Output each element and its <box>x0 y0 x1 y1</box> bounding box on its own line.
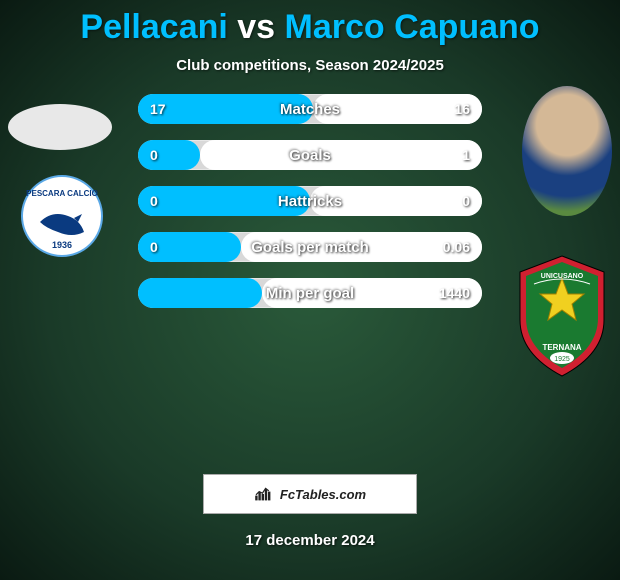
svg-text:1925: 1925 <box>554 356 570 363</box>
svg-text:TERNANA: TERNANA <box>542 343 581 352</box>
ternana-crest-icon: UNICUSANO TERNANA 1925 <box>512 254 612 380</box>
fctables-logo-icon <box>254 486 274 502</box>
player-silhouette-icon <box>8 104 112 150</box>
comparison-title: Pellacani vs Marco Capuano <box>0 0 620 47</box>
stat-label: Min per goal <box>138 278 482 308</box>
player1-name: Pellacani <box>80 8 227 46</box>
stat-label: Goals <box>138 140 482 170</box>
stat-row: 00Hattricks <box>138 186 482 216</box>
svg-text:PESCARA CALCIO: PESCARA CALCIO <box>26 189 98 198</box>
footer-date: 17 december 2024 <box>0 532 620 549</box>
brand-name: FcTables.com <box>280 487 366 502</box>
player2-name: Marco Capuano <box>285 8 540 46</box>
stat-label: Matches <box>138 94 482 124</box>
stat-row: 1440Min per goal <box>138 278 482 308</box>
player-photo-icon <box>522 86 612 216</box>
comparison-content: PESCARA CALCIO 1936 UNICUSANO TERNANA 19… <box>0 94 620 414</box>
pescara-crest-icon: PESCARA CALCIO 1936 <box>20 174 104 258</box>
player1-club-crest: PESCARA CALCIO 1936 <box>20 174 104 263</box>
stat-row: 01Goals <box>138 140 482 170</box>
versus-label: vs <box>237 8 275 46</box>
stat-row: 1716Matches <box>138 94 482 124</box>
stat-label: Hattricks <box>138 186 482 216</box>
player1-avatar <box>8 104 112 150</box>
stat-label: Goals per match <box>138 232 482 262</box>
player2-avatar <box>522 86 612 216</box>
player2-club-crest: UNICUSANO TERNANA 1925 <box>512 254 612 385</box>
stat-bars-container: 1716Matches 01Goals 00Hattricks 00.06Goals … <box>138 94 482 324</box>
svg-text:UNICUSANO: UNICUSANO <box>541 273 584 280</box>
attribution-box: FcTables.com <box>203 474 417 514</box>
svg-text:1936: 1936 <box>52 240 72 250</box>
stat-row: 00.06Goals per match <box>138 232 482 262</box>
season-subtitle: Club competitions, Season 2024/2025 <box>0 57 620 74</box>
